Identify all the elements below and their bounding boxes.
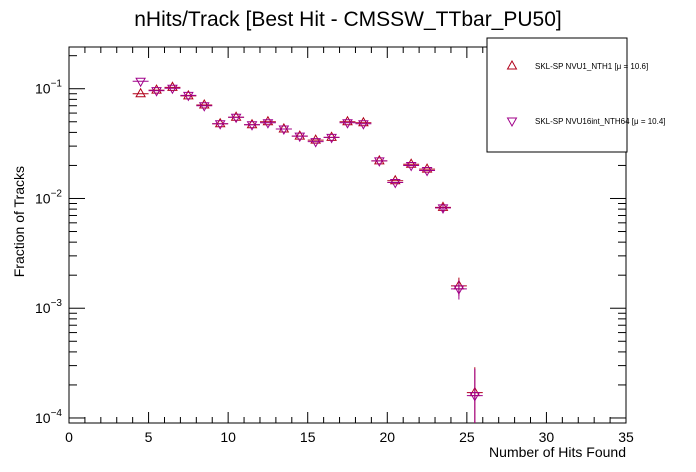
data-point-triangle-down (246, 121, 258, 131)
data-point-triangle-up (373, 154, 385, 165)
data-point-triangle-down (135, 77, 146, 88)
data-point-triangle-down (342, 119, 353, 129)
y-tick-label: 10−3 (35, 298, 62, 316)
data-point-triangle-up (326, 131, 337, 141)
x-tick-label: 30 (539, 429, 555, 445)
data-point-triangle-up (151, 84, 162, 94)
chart-title: nHits/Track [Best Hit - CMSSW_TTbar_PU50… (134, 8, 561, 31)
data-point-triangle-up (198, 99, 210, 109)
data-point-triangle-down (326, 133, 337, 144)
data-point-triangle-up (135, 87, 146, 98)
data-point-triangle-up (294, 130, 306, 140)
data-point-triangle-down (278, 125, 290, 135)
data-point-triangle-down (262, 119, 274, 129)
data-point-triangle-down (230, 113, 242, 124)
x-tick-label: 0 (65, 429, 73, 445)
x-tick-label: 10 (220, 429, 236, 445)
legend-entry: SKL-SP NVU1_NTH1 [μ = 10.6] (506, 59, 648, 71)
data-point-triangle-up (310, 134, 322, 144)
legend: SKL-SP NVU1_NTH1 [μ = 10.6] SKL-SP NVU16… (486, 37, 666, 153)
legend-marker-triangle-up (506, 59, 518, 70)
data-point-triangle-up (278, 122, 290, 133)
data-point-triangle-down (358, 120, 369, 130)
data-point-triangle-down (437, 204, 449, 214)
legend-label: SKL-SP NVU1_NTH1 [μ = 10.6] (535, 62, 648, 71)
data-point-triangle-down (214, 120, 226, 130)
series-1 (132, 77, 483, 423)
data-point-triangle-up (342, 115, 353, 126)
x-tick-label: 35 (618, 429, 634, 445)
y-tick-label: 10−2 (35, 188, 62, 206)
data-point-triangle-up (421, 163, 433, 173)
data-point-triangle-down (421, 166, 433, 177)
y-tick-label: 10−1 (35, 79, 62, 97)
data-point-triangle-up (358, 116, 369, 127)
plot-frame (68, 46, 627, 424)
x-tick-label: 20 (379, 429, 395, 445)
data-point-triangle-down (198, 102, 210, 112)
y-axis-label: Fraction of Tracks (11, 166, 27, 277)
legend-label: SKL-SP NVU16int_NTH64 [μ = 10.4] (535, 117, 666, 126)
data-point-triangle-down (405, 161, 417, 172)
data-point-triangle-down (151, 87, 162, 97)
data-point-triangle-up (214, 117, 226, 128)
legend-box (486, 37, 628, 153)
y-tick-label: 10−4 (35, 408, 62, 426)
data-point-triangle-up (230, 111, 242, 121)
data-point-triangle-down (389, 178, 401, 189)
x-tick-label: 5 (145, 429, 153, 445)
data-point-triangle-up (262, 115, 274, 126)
x-tick-label: 15 (300, 429, 316, 445)
x-tick-label: 25 (459, 429, 475, 445)
data-point-triangle-down (469, 392, 481, 402)
legend-entry: SKL-SP NVU16int_NTH64 [μ = 10.4] (506, 117, 666, 128)
data-point-triangle-up (405, 158, 417, 168)
series-0 (132, 81, 483, 423)
data-point-triangle-down (310, 138, 322, 148)
x-axis: 0 5 10 15 20 25 30 35 (65, 47, 634, 445)
data-series (132, 77, 483, 423)
legend-marker-triangle-down (506, 117, 518, 128)
data-point-triangle-up (246, 118, 258, 129)
x-axis-label: Number of Hits Found (489, 444, 626, 460)
data-point-triangle-down (167, 84, 178, 95)
data-point-triangle-down (453, 285, 465, 295)
data-point-triangle-up (167, 81, 178, 91)
data-point-triangle-down (294, 132, 306, 143)
data-point-triangle-down (373, 157, 385, 167)
data-point-triangle-down (183, 91, 194, 102)
